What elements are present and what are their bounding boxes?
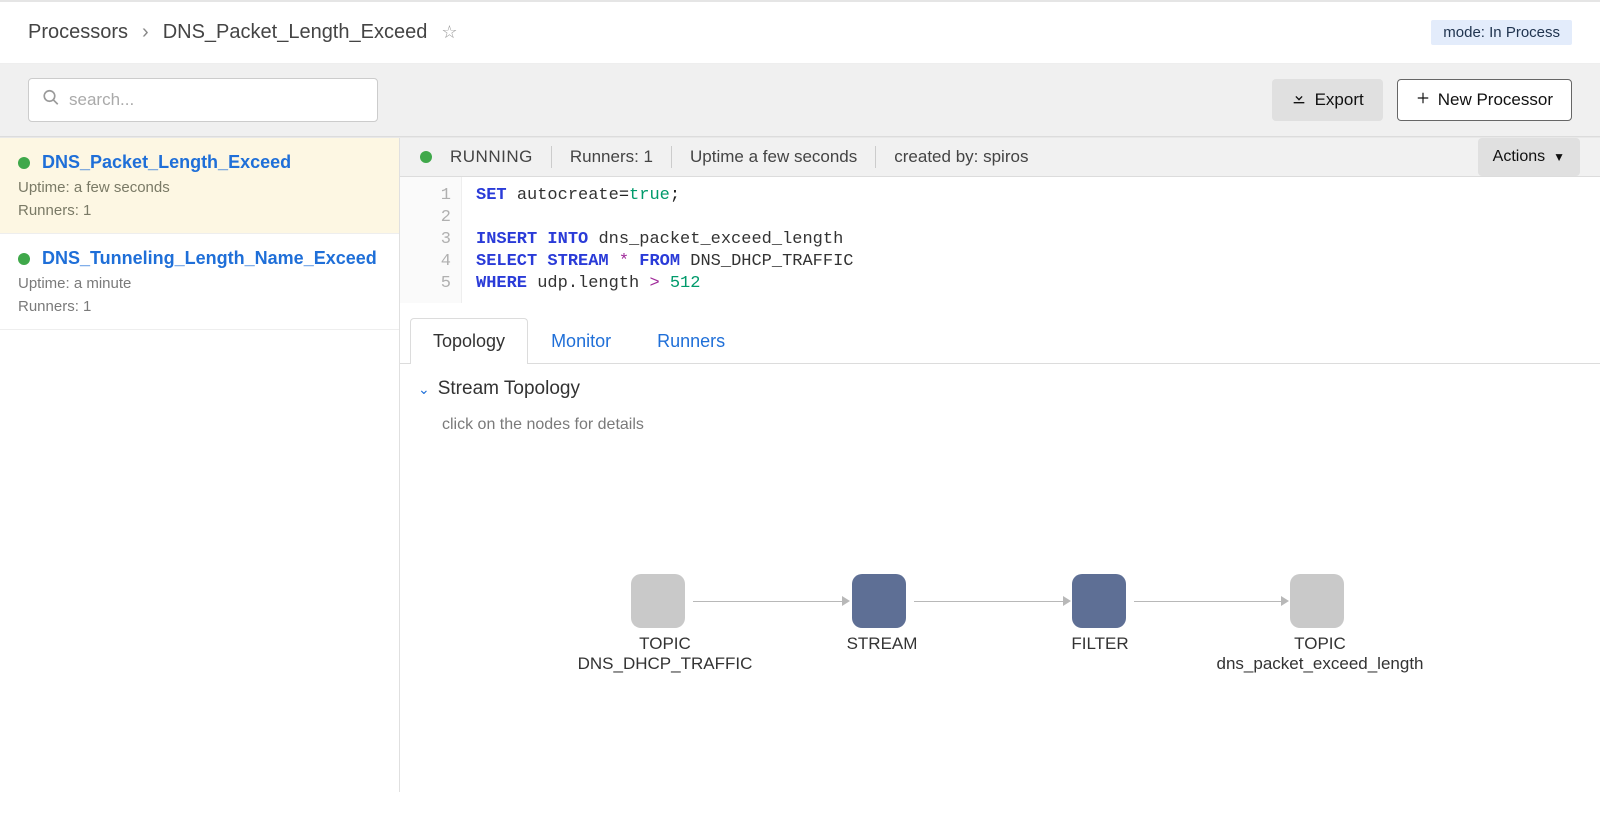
topology-canvas: TOPICDNS_DHCP_TRAFFIC STREAM FILTER TOPICdn… bbox=[418, 494, 1582, 814]
status-dot-icon bbox=[18, 253, 30, 265]
line-number: 2 bbox=[400, 207, 451, 229]
processor-list-item[interactable]: DNS_Packet_Length_Exceed Uptime: a few s… bbox=[0, 138, 399, 234]
breadcrumb-current: DNS_Packet_Length_Exceed bbox=[163, 21, 428, 44]
caret-down-icon: ▼ bbox=[1553, 150, 1565, 164]
arrowhead-icon bbox=[842, 596, 850, 606]
tab-bar: Topology Monitor Runners bbox=[400, 317, 1600, 364]
processor-uptime: Uptime: a few seconds bbox=[18, 179, 381, 196]
breadcrumb: Processors › DNS_Packet_Length_Exceed ☆ bbox=[28, 21, 457, 44]
line-number: 5 bbox=[400, 273, 451, 295]
code-body: SET autocreate=true; INSERT INTO dns_pac… bbox=[462, 177, 868, 303]
tab-topology[interactable]: Topology bbox=[410, 318, 528, 364]
arrowhead-icon bbox=[1063, 596, 1071, 606]
divider bbox=[875, 146, 876, 168]
sql-editor[interactable]: 1 2 3 4 5 SET autocreate=true; INSERT IN… bbox=[400, 177, 1600, 303]
body: DNS_Packet_Length_Exceed Uptime: a few s… bbox=[0, 137, 1600, 792]
status-created-by: created by: spiros bbox=[894, 147, 1028, 167]
topology-node[interactable] bbox=[1072, 574, 1126, 628]
sidebar: DNS_Packet_Length_Exceed Uptime: a few s… bbox=[0, 138, 400, 792]
divider bbox=[551, 146, 552, 168]
status-runners: Runners: 1 bbox=[570, 147, 653, 167]
status-dot-icon bbox=[18, 157, 30, 169]
status-uptime: Uptime a few seconds bbox=[690, 147, 857, 167]
chevron-down-icon: ⌄ bbox=[418, 381, 430, 398]
divider bbox=[671, 146, 672, 168]
topology-node-label: TOPICdns_packet_exceed_length bbox=[1180, 634, 1460, 674]
topology-node-label: FILTER bbox=[1035, 634, 1165, 654]
topology-edge bbox=[693, 601, 842, 602]
processor-runners: Runners: 1 bbox=[18, 298, 381, 315]
status-dot-icon bbox=[420, 151, 432, 163]
status-bar: RUNNING Runners: 1 Uptime a few seconds … bbox=[400, 138, 1600, 177]
status-state: RUNNING bbox=[450, 147, 533, 167]
line-gutter: 1 2 3 4 5 bbox=[400, 177, 462, 303]
actions-button[interactable]: Actions ▼ bbox=[1478, 138, 1580, 176]
new-processor-button[interactable]: New Processor bbox=[1397, 79, 1572, 121]
topology-node-label: STREAM bbox=[812, 634, 952, 654]
topology-title: Stream Topology bbox=[438, 378, 580, 400]
export-button[interactable]: Export bbox=[1272, 79, 1383, 121]
processor-name: DNS_Packet_Length_Exceed bbox=[42, 152, 291, 173]
line-number: 1 bbox=[400, 185, 451, 207]
processor-list-item[interactable]: DNS_Tunneling_Length_Name_Exceed Uptime:… bbox=[0, 234, 399, 330]
tab-runners[interactable]: Runners bbox=[634, 318, 748, 364]
topology-edge bbox=[914, 601, 1063, 602]
topology-node-label: TOPICDNS_DHCP_TRAFFIC bbox=[555, 634, 775, 674]
mode-badge: mode: In Process bbox=[1431, 20, 1572, 45]
processor-name: DNS_Tunneling_Length_Name_Exceed bbox=[42, 248, 377, 269]
line-number: 4 bbox=[400, 251, 451, 273]
plus-icon bbox=[1416, 90, 1430, 110]
arrowhead-icon bbox=[1281, 596, 1289, 606]
topology-node[interactable] bbox=[631, 574, 685, 628]
line-number: 3 bbox=[400, 229, 451, 251]
toolbar: Export New Processor bbox=[0, 64, 1600, 137]
topology-panel: ⌄ Stream Topology click on the nodes for… bbox=[400, 364, 1600, 828]
main-panel: RUNNING Runners: 1 Uptime a few seconds … bbox=[400, 138, 1600, 792]
topology-edge bbox=[1134, 601, 1281, 602]
new-processor-label: New Processor bbox=[1438, 90, 1553, 110]
topology-heading[interactable]: ⌄ Stream Topology bbox=[418, 378, 1582, 400]
search-input[interactable] bbox=[28, 78, 378, 122]
top-bar: Processors › DNS_Packet_Length_Exceed ☆ … bbox=[0, 0, 1600, 64]
tab-monitor[interactable]: Monitor bbox=[528, 318, 634, 364]
export-label: Export bbox=[1315, 90, 1364, 110]
processor-runners: Runners: 1 bbox=[18, 202, 381, 219]
topology-hint: click on the nodes for details bbox=[442, 416, 1582, 434]
chevron-right-icon: › bbox=[142, 21, 149, 44]
topology-node[interactable] bbox=[852, 574, 906, 628]
star-icon[interactable]: ☆ bbox=[441, 22, 457, 43]
download-icon bbox=[1291, 90, 1307, 111]
topology-node[interactable] bbox=[1290, 574, 1344, 628]
breadcrumb-root[interactable]: Processors bbox=[28, 21, 128, 44]
actions-label: Actions bbox=[1493, 148, 1545, 166]
processor-uptime: Uptime: a minute bbox=[18, 275, 381, 292]
